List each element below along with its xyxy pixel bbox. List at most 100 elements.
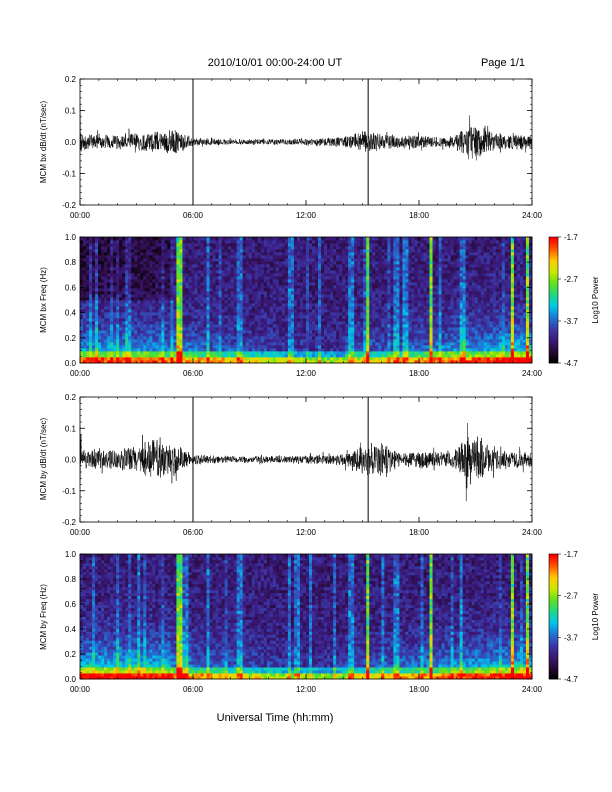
spectrogram-cell <box>233 246 238 250</box>
spectrogram-cell <box>333 330 337 334</box>
spectrogram-cell <box>206 360 210 364</box>
spectrogram-cell <box>137 345 141 349</box>
spectrogram-cell <box>143 279 147 283</box>
spectrogram-cell <box>387 309 391 313</box>
spectrogram-cell <box>185 300 189 304</box>
spectrogram-cell <box>230 309 235 313</box>
spectrogram-cell <box>125 282 129 286</box>
spectrogram-cell <box>248 255 253 259</box>
spectrogram-cell <box>224 351 229 355</box>
spectrogram-cell <box>420 264 424 268</box>
spectrogram-cell <box>257 270 262 274</box>
spectrogram-cell <box>182 300 186 304</box>
spectrogram-cell <box>263 315 268 319</box>
spectrogram-cell <box>206 270 210 274</box>
spectrogram-cell <box>266 285 271 289</box>
spectrogram-cell <box>414 345 418 349</box>
spectrogram-cell <box>260 342 265 346</box>
spectrogram-cell <box>369 246 373 250</box>
spectrogram-cell <box>263 324 268 328</box>
spectrogram-cell <box>396 243 400 247</box>
spectrogram-cell <box>125 351 129 355</box>
spectrogram-cell <box>324 324 328 328</box>
spectrogram-cell <box>381 267 385 271</box>
spectrogram-cell <box>215 291 220 295</box>
spectrogram-cell <box>378 285 382 289</box>
spectrogram-cell <box>128 276 132 280</box>
spectrogram-cell <box>420 312 424 316</box>
spectrogram-cell <box>224 303 229 307</box>
spectrogram-cell <box>170 324 174 328</box>
spectrogram-cell <box>173 351 177 355</box>
spectrogram-cell <box>369 267 373 271</box>
spectrogram-cell <box>309 303 313 307</box>
spectrogram-cell <box>260 291 265 295</box>
spectrogram-cell <box>149 318 153 322</box>
spectrogram-cell <box>200 261 204 265</box>
spectrogram-cell <box>408 318 412 322</box>
spectrogram-cell <box>209 321 213 325</box>
spectrogram-cell <box>390 249 394 253</box>
spectrogram-cell <box>360 327 364 331</box>
spectrogram-cell <box>290 240 295 244</box>
spectrogram-cell <box>411 306 415 310</box>
spectrogram-cell <box>80 327 84 331</box>
spectrogram-cell <box>351 243 355 247</box>
spectrogram-cell <box>206 327 210 331</box>
spectrogram-cell <box>333 333 337 337</box>
spectrogram-cell <box>269 312 274 316</box>
spectrogram-cell <box>179 255 183 259</box>
spectrogram-cell <box>269 321 274 325</box>
spectrogram-cell <box>257 309 262 313</box>
spectrogram-cell <box>257 354 262 358</box>
spectrogram-cell <box>134 312 138 316</box>
spectrogram-cell <box>354 246 358 250</box>
spectrogram-cell <box>227 360 232 364</box>
spectrogram-cell <box>296 264 301 268</box>
spectrogram-cell <box>83 303 87 307</box>
spectrogram-cell <box>417 294 421 298</box>
spectrogram-cell <box>206 345 210 349</box>
spectrogram-cell <box>80 258 84 262</box>
spectrogram-cell <box>239 303 244 307</box>
spectrogram-cell <box>266 294 271 298</box>
header-date-range: 2010/10/01 00:00-24:00 UT <box>208 57 343 69</box>
spectrogram-cell <box>134 354 138 358</box>
spectrogram-cell <box>284 267 289 271</box>
spectrogram-cell <box>318 333 322 337</box>
spectrogram-cell <box>197 312 201 316</box>
spectrogram-cell <box>230 348 235 352</box>
spectrogram-cell <box>342 258 346 262</box>
spectrogram-cell <box>287 294 292 298</box>
spectrogram-cell <box>119 252 123 256</box>
spectrogram-cell <box>272 294 277 298</box>
spectrogram-cell <box>185 255 189 259</box>
spectrogram-cell <box>164 303 168 307</box>
spectrogram-cell <box>212 342 216 346</box>
spectrogram-cell <box>390 309 394 313</box>
spectrogram-cell <box>167 270 171 274</box>
spectrogram-cell <box>125 237 129 241</box>
spectrogram-cell <box>402 357 406 361</box>
spectrogram-cell <box>281 291 286 295</box>
spectrogram-cell <box>194 309 198 313</box>
spectrogram-cell <box>179 243 183 247</box>
spectrogram-cell <box>143 357 147 361</box>
spectrogram-cell <box>131 300 135 304</box>
spectrogram-cell <box>221 312 226 316</box>
spectrogram-cell <box>369 252 373 256</box>
spectrogram-cell <box>116 240 120 244</box>
spectrogram-cell <box>146 351 150 355</box>
spectrogram-cell <box>330 345 334 349</box>
spectrogram-cell <box>206 291 210 295</box>
spectrogram-cell <box>387 339 391 343</box>
spectrogram-cell <box>221 309 226 313</box>
spectrogram-cell <box>399 297 403 301</box>
spectrogram-cell <box>224 315 229 319</box>
spectrogram-cell <box>324 243 328 247</box>
spectrogram-cell <box>239 345 244 349</box>
spectrogram-cell <box>309 243 313 247</box>
spectrogram-cell <box>266 243 271 247</box>
spectrogram-cell <box>200 246 204 250</box>
spectrogram-cell <box>281 333 286 337</box>
